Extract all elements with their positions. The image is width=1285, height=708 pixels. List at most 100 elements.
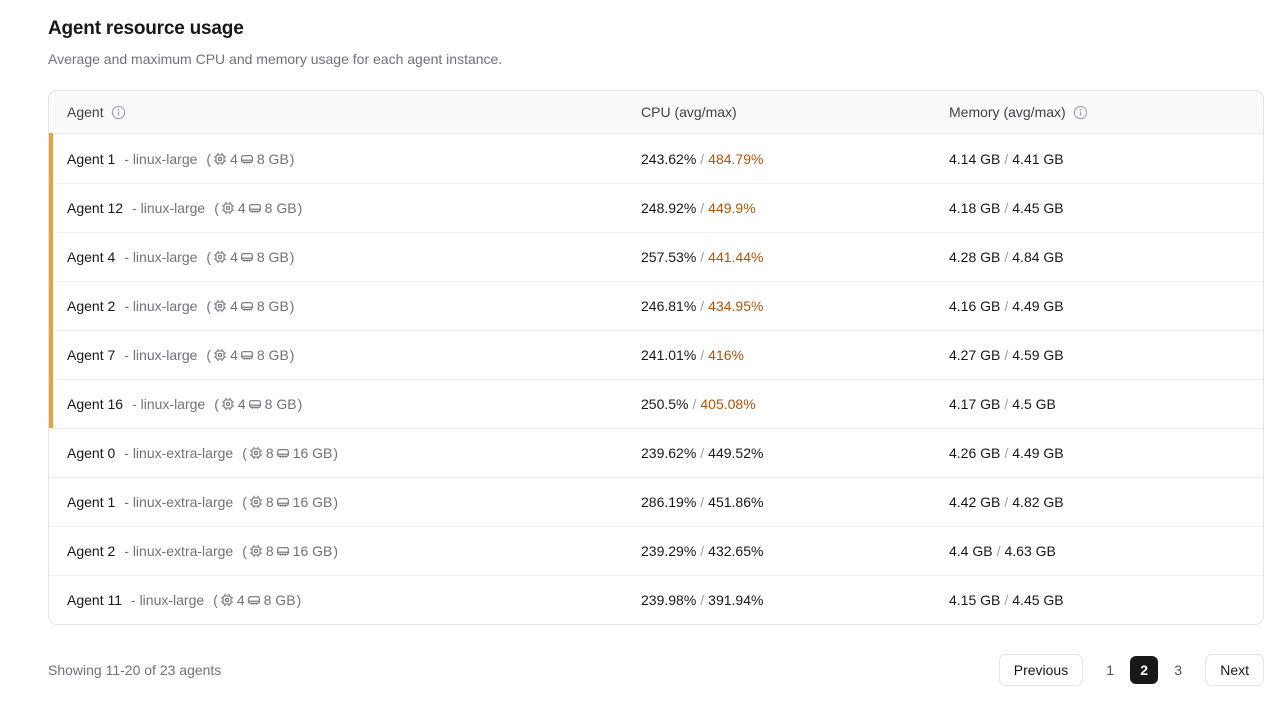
memory-stick-icon [276, 446, 290, 460]
value-separator: / [1004, 592, 1009, 608]
memory-cell: 4.42 GB/4.82 GB [949, 494, 1263, 510]
memory-avg-value: 4.14 GB [949, 150, 1001, 167]
agent-name: Agent 12 [67, 200, 124, 216]
spec-paren: ( [213, 592, 218, 608]
cpu-max-value: 416% [708, 347, 744, 363]
table-row: Agent 1 - linux-large (4 8 GB) 243.62%/48… [49, 133, 1263, 183]
value-separator: / [1004, 347, 1009, 363]
info-icon[interactable] [111, 105, 126, 120]
spec-paren: ( [242, 494, 247, 510]
next-page-button[interactable]: Next [1205, 654, 1264, 686]
cpu-avg-value: 241.01% [641, 347, 697, 363]
spec-paren: ( [214, 200, 219, 216]
table-row: Agent 4 - linux-large (4 8 GB) 257.53%/44… [49, 232, 1263, 281]
page-button-1[interactable]: 1 [1096, 656, 1124, 684]
cpu-cell: 239.98%/391.94% [641, 592, 949, 608]
cpu-avg-value: 239.98% [641, 592, 697, 608]
spec-paren: ) [289, 347, 295, 363]
memory-cell: 4.26 GB/4.49 GB [949, 445, 1263, 461]
agent-name: Agent 16 [67, 396, 124, 412]
cpu-chip-icon [213, 152, 227, 166]
memory-max-value: 4.5 GB [1012, 396, 1056, 412]
value-separator: / [1004, 298, 1009, 314]
spec-memory-size: 16 GB [292, 445, 333, 461]
memory-avg-value: 4.27 GB [949, 347, 1001, 363]
column-header-memory-label: Memory (avg/max) [949, 104, 1066, 120]
memory-max-value: 4.84 GB [1012, 249, 1064, 265]
cpu-chip-icon [221, 201, 235, 215]
cpu-chip-icon [249, 495, 263, 509]
cpu-chip-icon [249, 446, 263, 460]
column-header-cpu-label: CPU (avg/max) [641, 104, 737, 120]
value-separator: / [700, 150, 705, 167]
memory-max-value: 4.82 GB [1012, 494, 1064, 510]
value-separator: / [1004, 494, 1009, 510]
memory-cell: 4.18 GB/4.45 GB [949, 200, 1263, 216]
column-header-agent: Agent [49, 104, 641, 120]
cpu-avg-value: 248.92% [641, 200, 697, 216]
column-header-cpu: CPU (avg/max) [641, 104, 949, 120]
agent-spec: (4 8 GB) [206, 298, 294, 314]
table-header-row: Agent CPU (avg/max) Memory (avg/max) [49, 91, 1263, 134]
memory-max-value: 4.49 GB [1012, 445, 1064, 461]
value-separator: / [1004, 445, 1009, 461]
cpu-cell: 248.92%/449.9% [641, 200, 949, 216]
memory-avg-value: 4.17 GB [949, 396, 1001, 412]
spec-paren: ( [206, 249, 212, 265]
cpu-chip-icon [213, 299, 227, 313]
cpu-cell: 241.01%/416% [641, 347, 949, 363]
agent-instance-type: - linux-extra-large [124, 445, 234, 461]
memory-stick-icon [240, 348, 254, 362]
cpu-avg-value: 286.19% [641, 494, 697, 510]
cpu-avg-value: 239.29% [641, 543, 697, 559]
spec-paren: ) [333, 494, 339, 510]
value-separator: / [1004, 396, 1009, 412]
memory-cell: 4.27 GB/4.59 GB [949, 347, 1263, 363]
memory-max-value: 4.45 GB [1012, 200, 1064, 216]
agent-cell: Agent 1 - linux-large (4 8 GB) [49, 151, 641, 167]
table-row: Agent 2 - linux-extra-large (8 16 GB) 239… [49, 526, 1263, 575]
column-header-agent-label: Agent [67, 104, 104, 120]
table-row: Agent 7 - linux-large (4 8 GB) 241.01%/41… [49, 330, 1263, 379]
table-row: Agent 0 - linux-extra-large (8 16 GB) 239… [49, 428, 1263, 477]
agent-cell: Agent 4 - linux-large (4 8 GB) [49, 249, 641, 265]
cpu-cell: 286.19%/451.86% [641, 494, 949, 510]
spec-paren: ) [296, 592, 302, 608]
spec-paren: ) [333, 445, 339, 461]
cpu-max-value: 484.79% [708, 150, 764, 167]
value-separator: / [692, 396, 697, 412]
value-separator: / [700, 347, 705, 363]
cpu-cell: 250.5%/405.08% [641, 396, 949, 412]
agent-instance-type: - linux-large [124, 347, 198, 363]
table-row: Agent 11 - linux-large (4 8 GB) 239.98%/3… [49, 575, 1263, 624]
memory-stick-icon [248, 397, 262, 411]
page-title: Agent resource usage [48, 18, 244, 39]
page-button-3[interactable]: 3 [1164, 656, 1192, 684]
previous-page-button[interactable]: Previous [998, 654, 1084, 686]
agent-spec: (4 8 GB) [206, 151, 294, 167]
value-separator: / [700, 445, 705, 461]
memory-stick-icon [276, 495, 290, 509]
table-body: Agent 1 - linux-large (4 8 GB) 243.62%/48… [49, 133, 1263, 624]
page-button-2[interactable]: 2 [1130, 656, 1159, 684]
memory-cell: 4.16 GB/4.49 GB [949, 298, 1263, 314]
cpu-max-value: 441.44% [708, 249, 764, 265]
spec-paren: ( [206, 298, 212, 314]
cpu-cell: 239.62%/449.52% [641, 445, 949, 461]
spec-paren: ( [206, 347, 212, 363]
agent-instance-type: - linux-large [124, 298, 198, 314]
memory-max-value: 4.45 GB [1012, 592, 1064, 608]
cpu-avg-value: 257.53% [641, 249, 697, 265]
spec-memory-size: 8 GB [256, 249, 289, 265]
pagination-summary: Showing 11-20 of 23 agents [48, 662, 222, 678]
info-icon[interactable] [1073, 105, 1088, 120]
cpu-avg-value: 246.81% [641, 298, 697, 314]
agent-cell: Agent 0 - linux-extra-large (8 16 GB) [49, 445, 641, 461]
memory-avg-value: 4.18 GB [949, 200, 1001, 216]
memory-stick-icon [240, 250, 254, 264]
spec-memory-size: 16 GB [292, 543, 333, 559]
memory-stick-icon [240, 299, 254, 313]
